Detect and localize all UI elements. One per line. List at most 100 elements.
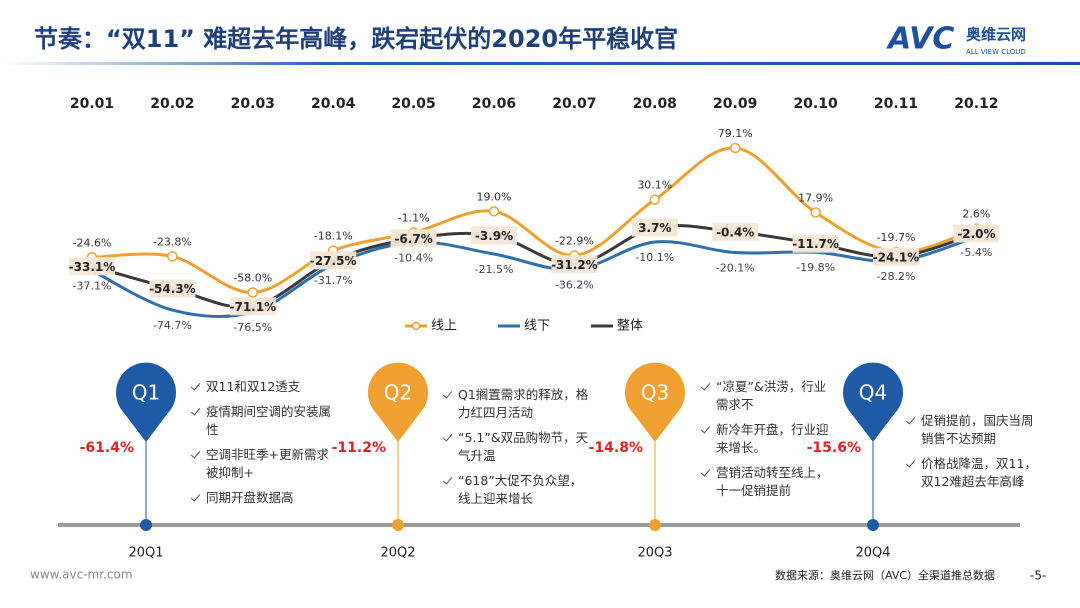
legend-label: 整体 bbox=[617, 319, 643, 334]
note: 疫情期间空调的安装属性 bbox=[190, 403, 340, 439]
data-label: -54.3% bbox=[149, 282, 196, 296]
data-label: -36.2% bbox=[555, 279, 594, 292]
quarter-label: Q3 bbox=[641, 381, 669, 405]
data-label: 30.1% bbox=[637, 179, 672, 192]
marker bbox=[247, 287, 259, 298]
data-label: -10.4% bbox=[394, 251, 433, 264]
label-box bbox=[390, 229, 437, 248]
quarter-period: 20Q3 bbox=[637, 546, 672, 561]
data-label: -11.7% bbox=[792, 237, 839, 251]
data-label: -5.4% bbox=[960, 246, 992, 259]
slide-title: 节奏：“双11” 难超去年高峰，跌宕起伏的2020年平稳收官 bbox=[34, 25, 678, 53]
data-label: -37.1% bbox=[73, 279, 112, 292]
quarter-notes: 双11和双12透支 疫情期间空调的安装属性 空调非旺季+更新需求被抑制+ 同期开盘数据… bbox=[190, 378, 340, 514]
pin-dot bbox=[392, 519, 404, 531]
data-label: -20.1% bbox=[716, 262, 755, 275]
pin-dot bbox=[867, 519, 879, 531]
pin bbox=[116, 362, 176, 442]
note: 新冷年开盘，行业迎来增长。 bbox=[700, 421, 835, 457]
pin-dot bbox=[649, 519, 661, 531]
label-box bbox=[712, 222, 759, 241]
quarter-change: -11.2% bbox=[332, 440, 386, 456]
logo: AVC bbox=[886, 22, 954, 57]
header-rule bbox=[0, 62, 1080, 65]
x-tick-label: 20.06 bbox=[472, 96, 516, 112]
note: 空调非旺季+更新需求被抑制+ bbox=[190, 446, 340, 482]
marker bbox=[167, 251, 178, 262]
x-tick-label: 20.10 bbox=[793, 96, 838, 112]
quarter-period: 20Q2 bbox=[380, 546, 415, 561]
data-label: -22.9% bbox=[555, 235, 594, 248]
data-label: -19.7% bbox=[877, 231, 916, 244]
x-tick-label: 20.09 bbox=[713, 96, 757, 112]
marker bbox=[810, 207, 821, 218]
brand: 奥维云网 bbox=[966, 26, 1026, 44]
note: 营销活动转至线上，十一促销提前 bbox=[700, 464, 835, 500]
data-label: -21.5% bbox=[475, 263, 514, 276]
note: “凉夏”&洪涝，行业需求不 bbox=[700, 378, 835, 414]
quarter-notes: 促销提前，国庆当周销售不达预期 价格战降温，双11，双12难超去年高峰 bbox=[905, 412, 1040, 498]
legend-label: 线上 bbox=[431, 319, 457, 334]
quarter-period: 20Q1 bbox=[128, 546, 163, 561]
marker bbox=[649, 194, 661, 205]
data-label: 17.9% bbox=[798, 192, 833, 205]
note: 价格战降温，双11，双12难超去年高峰 bbox=[905, 455, 1040, 491]
note: “618”大促不负众望，线上迎来增长 bbox=[442, 472, 592, 508]
data-label: -58.0% bbox=[233, 272, 272, 285]
data-label: -2.0% bbox=[957, 227, 995, 241]
quarter-label: Q1 bbox=[132, 381, 160, 405]
x-tick-label: 20.01 bbox=[70, 96, 114, 112]
label-box bbox=[149, 279, 196, 298]
data-label: -1.1% bbox=[398, 212, 430, 225]
data-label: -23.8% bbox=[153, 235, 192, 248]
data-label: -71.1% bbox=[229, 300, 276, 314]
label-box bbox=[873, 247, 919, 266]
data-label: -3.9% bbox=[475, 229, 513, 243]
quarter-change: -14.8% bbox=[589, 440, 643, 456]
data-label: 79.1% bbox=[718, 127, 753, 140]
label-box bbox=[792, 234, 839, 253]
x-tick-label: 20.08 bbox=[633, 96, 677, 112]
brand-en: ALL VIEW CLOUD bbox=[966, 48, 1026, 56]
data-label: -19.8% bbox=[796, 261, 835, 274]
pin bbox=[843, 362, 904, 442]
x-tick-label: 20.07 bbox=[552, 96, 596, 112]
data-label: 3.7% bbox=[638, 221, 671, 235]
data-label: -0.4% bbox=[716, 225, 754, 239]
note: 促销提前，国庆当周销售不达预期 bbox=[905, 412, 1040, 448]
data-label: -24.6% bbox=[73, 236, 112, 249]
data-label: -31.7% bbox=[314, 274, 353, 287]
label-box bbox=[471, 226, 517, 245]
quarter-label: Q4 bbox=[859, 381, 887, 405]
data-label: -76.5% bbox=[233, 321, 272, 334]
legend-label: 线下 bbox=[524, 319, 550, 334]
label-box bbox=[953, 224, 1000, 243]
quarter-change: -61.4% bbox=[80, 440, 134, 456]
pin bbox=[368, 362, 428, 442]
page-number: -5- bbox=[1030, 569, 1046, 583]
label-box bbox=[69, 257, 115, 276]
quarter-notes: “凉夏”&洪涝，行业需求不 新冷年开盘，行业迎来增长。 营销活动转至线上，十一促销提… bbox=[700, 378, 835, 507]
quarter-label: Q2 bbox=[384, 381, 412, 405]
line-series bbox=[91, 224, 977, 309]
x-tick-label: 20.02 bbox=[150, 96, 194, 112]
x-tick-label: 20.12 bbox=[954, 96, 998, 112]
data-label: -27.5% bbox=[310, 254, 357, 268]
data-label: -28.2% bbox=[877, 270, 916, 283]
marker bbox=[488, 206, 500, 217]
data-label: -33.1% bbox=[69, 260, 116, 274]
source-note: 数据来源：奥维云网（AVC）全渠道推总数据 bbox=[775, 568, 995, 582]
pin bbox=[625, 362, 685, 442]
x-tick-label: 20.11 bbox=[874, 96, 918, 112]
quarter-period: 20Q4 bbox=[855, 546, 890, 561]
x-tick-label: 20.03 bbox=[231, 96, 275, 112]
note: 同期开盘数据高 bbox=[190, 489, 340, 507]
data-label: -18.1% bbox=[314, 229, 353, 242]
note: “5.1”&双品购物节，天气升温 bbox=[442, 429, 592, 465]
label-box bbox=[551, 255, 598, 274]
pin-dot bbox=[140, 519, 152, 531]
marker bbox=[729, 142, 741, 154]
label-box bbox=[229, 297, 276, 316]
